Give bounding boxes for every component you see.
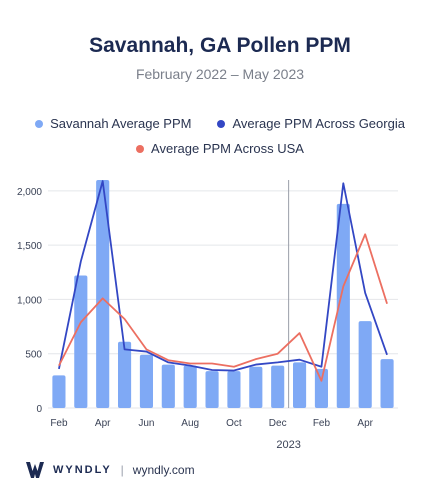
legend-marker-savannah <box>35 119 44 128</box>
x-tick-label: Feb <box>313 418 331 429</box>
bar <box>249 366 263 408</box>
legend-item-usa: Average PPM Across USA <box>136 141 304 156</box>
x-tick-label: Apr <box>357 418 373 429</box>
chart-subtitle: February 2022 – May 2023 <box>135 66 305 82</box>
chart-title: Savannah, GA Pollen PPM <box>89 34 351 57</box>
series-line-georgia <box>58 180 388 372</box>
year-label: 2023 <box>276 439 300 451</box>
bar <box>183 365 197 408</box>
legend-row-2: Average PPM Across USA <box>0 141 440 156</box>
legend-row-1: Savannah Average PPM Average PPM Across … <box>0 116 440 131</box>
y-tick-label: 0 <box>36 404 42 415</box>
footer-brand: WYNDLY <box>53 464 112 476</box>
bar <box>271 365 285 408</box>
x-tick-label: Feb <box>50 418 68 429</box>
legend-marker-usa <box>136 144 145 153</box>
wyndly-logo-icon <box>26 462 44 478</box>
bar <box>336 203 350 408</box>
bar <box>205 371 219 408</box>
y-tick-label: 1,000 <box>17 295 42 306</box>
bar <box>380 359 394 408</box>
footer: WYNDLY | wyndly.com <box>26 462 195 478</box>
x-tick-label: Jun <box>138 418 154 429</box>
bar <box>118 341 132 408</box>
legend-label-usa: Average PPM Across USA <box>151 141 304 156</box>
x-tick-label: Oct <box>226 418 242 429</box>
bar <box>314 368 328 408</box>
bar <box>139 354 153 408</box>
legend-item-savannah: Savannah Average PPM <box>35 116 191 131</box>
footer-separator: | <box>120 463 124 477</box>
y-tick-label: 2,000 <box>17 187 42 198</box>
x-tick-label: Apr <box>95 418 111 429</box>
y-tick-label: 1,500 <box>17 241 42 252</box>
bar <box>96 180 110 408</box>
bar <box>358 321 372 408</box>
series-line-usa <box>58 233 388 382</box>
x-tick-label: Aug <box>181 418 199 429</box>
legend-marker-georgia <box>217 119 226 128</box>
bar <box>293 362 307 408</box>
x-tick-label: Dec <box>269 418 287 429</box>
bar <box>227 371 241 408</box>
bar <box>52 375 66 408</box>
bar <box>74 275 88 408</box>
legend-label-savannah: Savannah Average PPM <box>50 116 192 131</box>
y-tick-label: 500 <box>25 350 42 361</box>
legend-item-georgia: Average PPM Across Georgia <box>217 116 405 131</box>
footer-site: wyndly.com <box>132 463 195 477</box>
bar <box>161 364 175 408</box>
legend-label-georgia: Average PPM Across Georgia <box>232 116 405 131</box>
